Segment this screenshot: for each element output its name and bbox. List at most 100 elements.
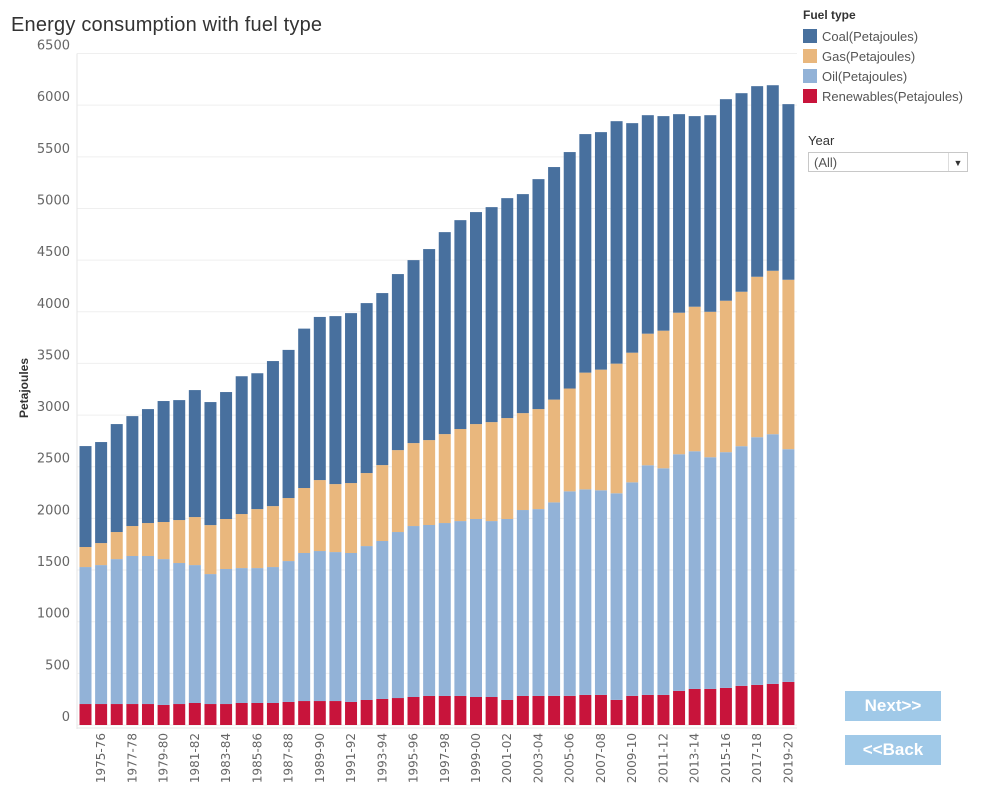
- bar-segment-renewables[interactable]: [360, 700, 373, 725]
- bar-segment-renewables[interactable]: [157, 704, 170, 725]
- bar-segment-gas[interactable]: [298, 488, 311, 553]
- bar-segment-oil[interactable]: [345, 552, 358, 702]
- bar-segment-coal[interactable]: [423, 249, 436, 441]
- bar-segment-oil[interactable]: [704, 457, 717, 689]
- bar-segment-oil[interactable]: [298, 552, 311, 702]
- bar-segment-gas[interactable]: [345, 483, 358, 553]
- bar-segment-oil[interactable]: [563, 491, 576, 696]
- bar-segment-renewables[interactable]: [251, 702, 264, 725]
- bar-segment-renewables[interactable]: [751, 684, 764, 725]
- bar-segment-coal[interactable]: [204, 402, 217, 526]
- bar-segment-oil[interactable]: [438, 523, 451, 696]
- bar-segment-oil[interactable]: [470, 519, 482, 698]
- bar-segment-coal[interactable]: [485, 207, 498, 423]
- bar-segment-gas[interactable]: [501, 418, 514, 520]
- bar-segment-coal[interactable]: [298, 328, 311, 489]
- bar-segment-coal[interactable]: [501, 198, 514, 419]
- bar-segment-renewables[interactable]: [423, 695, 436, 725]
- bar-segment-oil[interactable]: [688, 451, 701, 689]
- bar-segment-coal[interactable]: [141, 409, 154, 524]
- bar-segment-coal[interactable]: [438, 232, 451, 435]
- bar-segment-gas[interactable]: [563, 388, 576, 492]
- bar-segment-oil[interactable]: [157, 559, 170, 705]
- dropdown-arrow-icon[interactable]: ▼: [948, 153, 967, 171]
- bar-segment-renewables[interactable]: [204, 704, 217, 725]
- bar-segment-oil[interactable]: [282, 561, 295, 702]
- bar-segment-renewables[interactable]: [173, 704, 186, 725]
- bar-segment-gas[interactable]: [376, 465, 389, 542]
- bar-segment-oil[interactable]: [188, 565, 201, 703]
- bar-segment-coal[interactable]: [704, 115, 717, 312]
- bar-segment-renewables[interactable]: [532, 695, 545, 725]
- bar-segment-coal[interactable]: [610, 121, 623, 364]
- bar-segment-gas[interactable]: [235, 514, 248, 569]
- bar-segment-coal[interactable]: [391, 274, 404, 451]
- bar-segment-coal[interactable]: [235, 376, 248, 515]
- bar-segment-coal[interactable]: [470, 212, 482, 425]
- bar-segment-gas[interactable]: [673, 312, 686, 455]
- bar-segment-gas[interactable]: [579, 372, 592, 490]
- bar-segment-renewables[interactable]: [282, 701, 295, 725]
- bar-segment-coal[interactable]: [516, 194, 529, 414]
- bar-segment-oil[interactable]: [95, 565, 108, 705]
- bar-segment-coal[interactable]: [735, 93, 748, 292]
- bar-segment-oil[interactable]: [579, 489, 592, 695]
- bar-segment-coal[interactable]: [688, 116, 701, 307]
- bar-segment-gas[interactable]: [766, 270, 779, 435]
- bar-segment-oil[interactable]: [407, 526, 420, 698]
- bar-segment-renewables[interactable]: [594, 694, 607, 725]
- bar-segment-oil[interactable]: [235, 568, 248, 703]
- legend-item-gas[interactable]: Gas(Petajoules): [803, 46, 963, 66]
- bar-segment-oil[interactable]: [141, 555, 154, 705]
- bar-segment-coal[interactable]: [95, 442, 108, 544]
- bar-segment-oil[interactable]: [204, 574, 217, 705]
- bar-segment-renewables[interactable]: [501, 700, 514, 725]
- bar-segment-oil[interactable]: [766, 434, 779, 684]
- bar-segment-gas[interactable]: [688, 306, 701, 452]
- bar-segment-renewables[interactable]: [79, 704, 92, 725]
- bar-segment-gas[interactable]: [532, 409, 545, 510]
- legend-item-oil[interactable]: Oil(Petajoules): [803, 66, 963, 86]
- bar-segment-coal[interactable]: [329, 316, 342, 485]
- bar-segment-coal[interactable]: [766, 85, 779, 271]
- bar-segment-renewables[interactable]: [188, 702, 201, 725]
- bar-segment-coal[interactable]: [673, 114, 686, 313]
- bar-segment-renewables[interactable]: [673, 690, 686, 725]
- bar-segment-coal[interactable]: [548, 167, 561, 400]
- bar-segment-oil[interactable]: [313, 551, 326, 702]
- bar-segment-coal[interactable]: [220, 392, 233, 520]
- bar-segment-coal[interactable]: [188, 390, 201, 518]
- bar-segment-oil[interactable]: [657, 468, 670, 695]
- bar-segment-coal[interactable]: [282, 349, 295, 499]
- bar-segment-gas[interactable]: [485, 422, 498, 522]
- bar-segment-oil[interactable]: [329, 552, 342, 702]
- bar-segment-renewables[interactable]: [485, 697, 498, 725]
- bar-segment-coal[interactable]: [376, 293, 389, 466]
- bar-segment-renewables[interactable]: [782, 681, 795, 725]
- bar-segment-renewables[interactable]: [454, 695, 467, 725]
- bar-segment-renewables[interactable]: [345, 701, 358, 725]
- bar-segment-gas[interactable]: [391, 450, 404, 533]
- bar-segment-gas[interactable]: [751, 276, 764, 438]
- bar-segment-coal[interactable]: [751, 86, 764, 277]
- bar-segment-coal[interactable]: [563, 152, 576, 389]
- bar-segment-coal[interactable]: [454, 220, 467, 430]
- bar-segment-renewables[interactable]: [298, 701, 311, 725]
- bar-segment-gas[interactable]: [220, 519, 233, 570]
- bar-segment-gas[interactable]: [782, 279, 795, 450]
- bar-segment-oil[interactable]: [220, 569, 233, 705]
- bar-segment-renewables[interactable]: [391, 698, 404, 725]
- bar-segment-coal[interactable]: [313, 316, 326, 481]
- bar-segment-gas[interactable]: [360, 473, 373, 547]
- bar-segment-coal[interactable]: [126, 416, 139, 527]
- bar-segment-renewables[interactable]: [438, 695, 451, 725]
- bar-segment-coal[interactable]: [110, 424, 123, 533]
- bar-segment-gas[interactable]: [735, 291, 748, 447]
- bar-segment-gas[interactable]: [626, 352, 639, 483]
- bar-segment-renewables[interactable]: [579, 694, 592, 725]
- bar-segment-renewables[interactable]: [329, 701, 342, 725]
- bar-segment-gas[interactable]: [704, 311, 717, 458]
- bar-segment-gas[interactable]: [188, 517, 201, 566]
- bar-segment-coal[interactable]: [782, 104, 795, 280]
- bar-segment-coal[interactable]: [345, 313, 358, 484]
